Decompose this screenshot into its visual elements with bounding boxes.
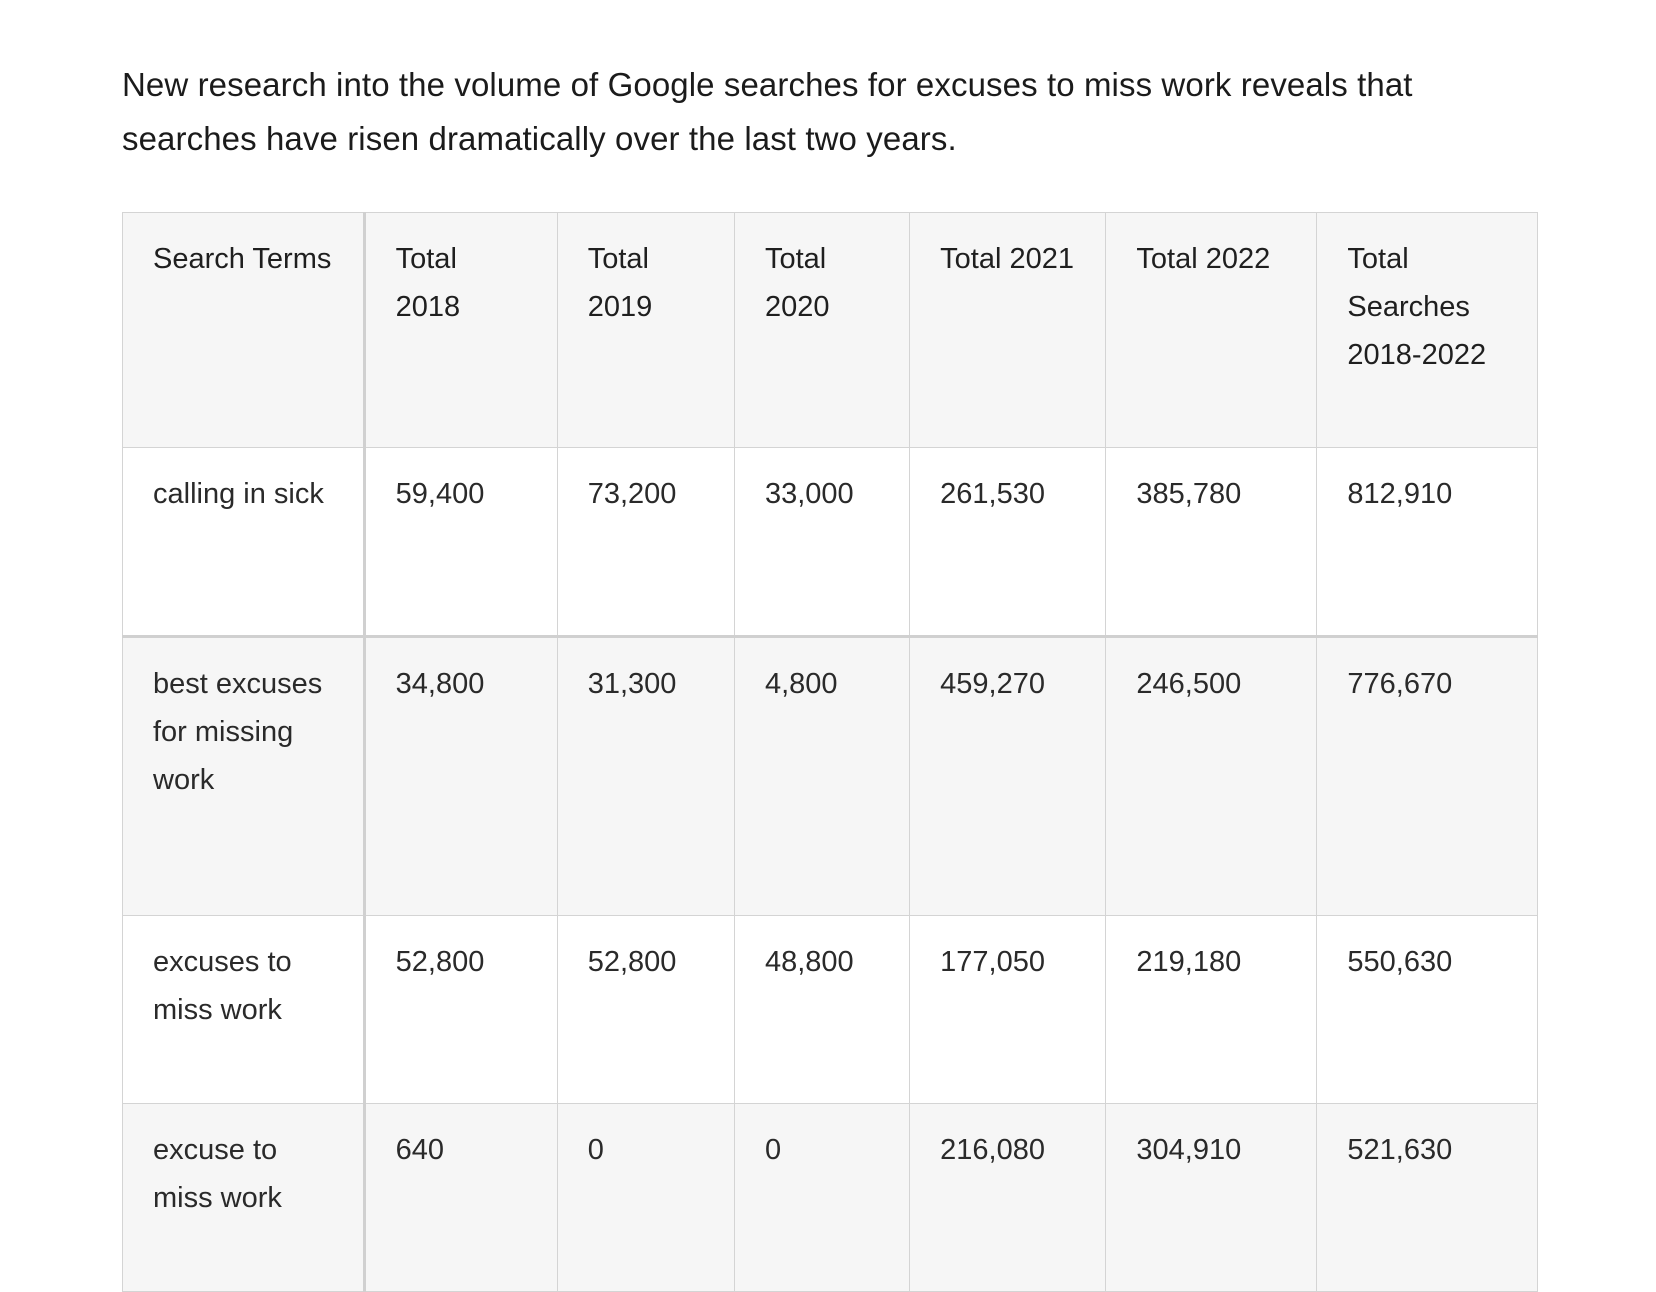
- cell-total-2022: 219,180: [1105, 915, 1318, 1104]
- cell-total-2018: 52,800: [363, 915, 558, 1104]
- cell-total-2022: 385,780: [1105, 447, 1318, 637]
- header-total-2020: Total 2020: [733, 212, 911, 448]
- header-total-2019: Total 2019: [556, 212, 735, 448]
- cell-total-2019: 52,800: [556, 915, 735, 1104]
- cell-total-2018: 59,400: [363, 447, 558, 637]
- header-total-2022: Total 2022: [1105, 212, 1318, 448]
- cell-total-2020: 0: [733, 1103, 911, 1292]
- cell-total-2018: 640: [363, 1103, 558, 1292]
- intro-paragraph: New research into the volume of Google s…: [122, 66, 1413, 157]
- cell-total-2021: 216,080: [909, 1103, 1107, 1292]
- cell-search-term: best excuses for missing work: [122, 636, 366, 916]
- cell-total-2021: 459,270: [909, 636, 1107, 916]
- table-row: excuse to miss work 640 0 0 216,080 304,…: [122, 1103, 1538, 1292]
- cell-total-2020: 4,800: [733, 636, 911, 916]
- cell-total-2021: 261,530: [909, 447, 1107, 637]
- header-total-searches: Total Searches 2018-2022: [1316, 212, 1538, 448]
- cell-total-searches: 776,670: [1316, 636, 1538, 916]
- table-header-row: Search Terms Total 2018 Total 2019 Total…: [122, 212, 1538, 448]
- cell-total-2020: 33,000: [733, 447, 911, 637]
- search-volume-table-container: Search Terms Total 2018 Total 2019 Total…: [122, 212, 1538, 1292]
- cell-total-2022: 304,910: [1105, 1103, 1318, 1292]
- cell-search-term: calling in sick: [122, 447, 366, 637]
- search-volume-table: Search Terms Total 2018 Total 2019 Total…: [122, 212, 1538, 1292]
- header-total-2018: Total 2018: [363, 212, 558, 448]
- cell-total-2018: 34,800: [363, 636, 558, 916]
- cell-total-searches: 812,910: [1316, 447, 1538, 637]
- cell-search-term: excuses to miss work: [122, 915, 366, 1104]
- cell-total-2019: 73,200: [556, 447, 735, 637]
- cell-total-2019: 31,300: [556, 636, 735, 916]
- table-row: calling in sick 59,400 73,200 33,000 261…: [122, 447, 1538, 637]
- cell-total-2020: 48,800: [733, 915, 911, 1104]
- cell-total-searches: 521,630: [1316, 1103, 1538, 1292]
- table-row: best excuses for missing work 34,800 31,…: [122, 636, 1538, 916]
- cell-total-searches: 550,630: [1316, 915, 1538, 1104]
- cell-total-2022: 246,500: [1105, 636, 1318, 916]
- header-total-2021: Total 2021: [909, 212, 1107, 448]
- cell-total-2019: 0: [556, 1103, 735, 1292]
- cell-total-2021: 177,050: [909, 915, 1107, 1104]
- cell-search-term: excuse to miss work: [122, 1103, 366, 1292]
- table-row: excuses to miss work 52,800 52,800 48,80…: [122, 915, 1538, 1104]
- header-search-terms: Search Terms: [122, 212, 366, 448]
